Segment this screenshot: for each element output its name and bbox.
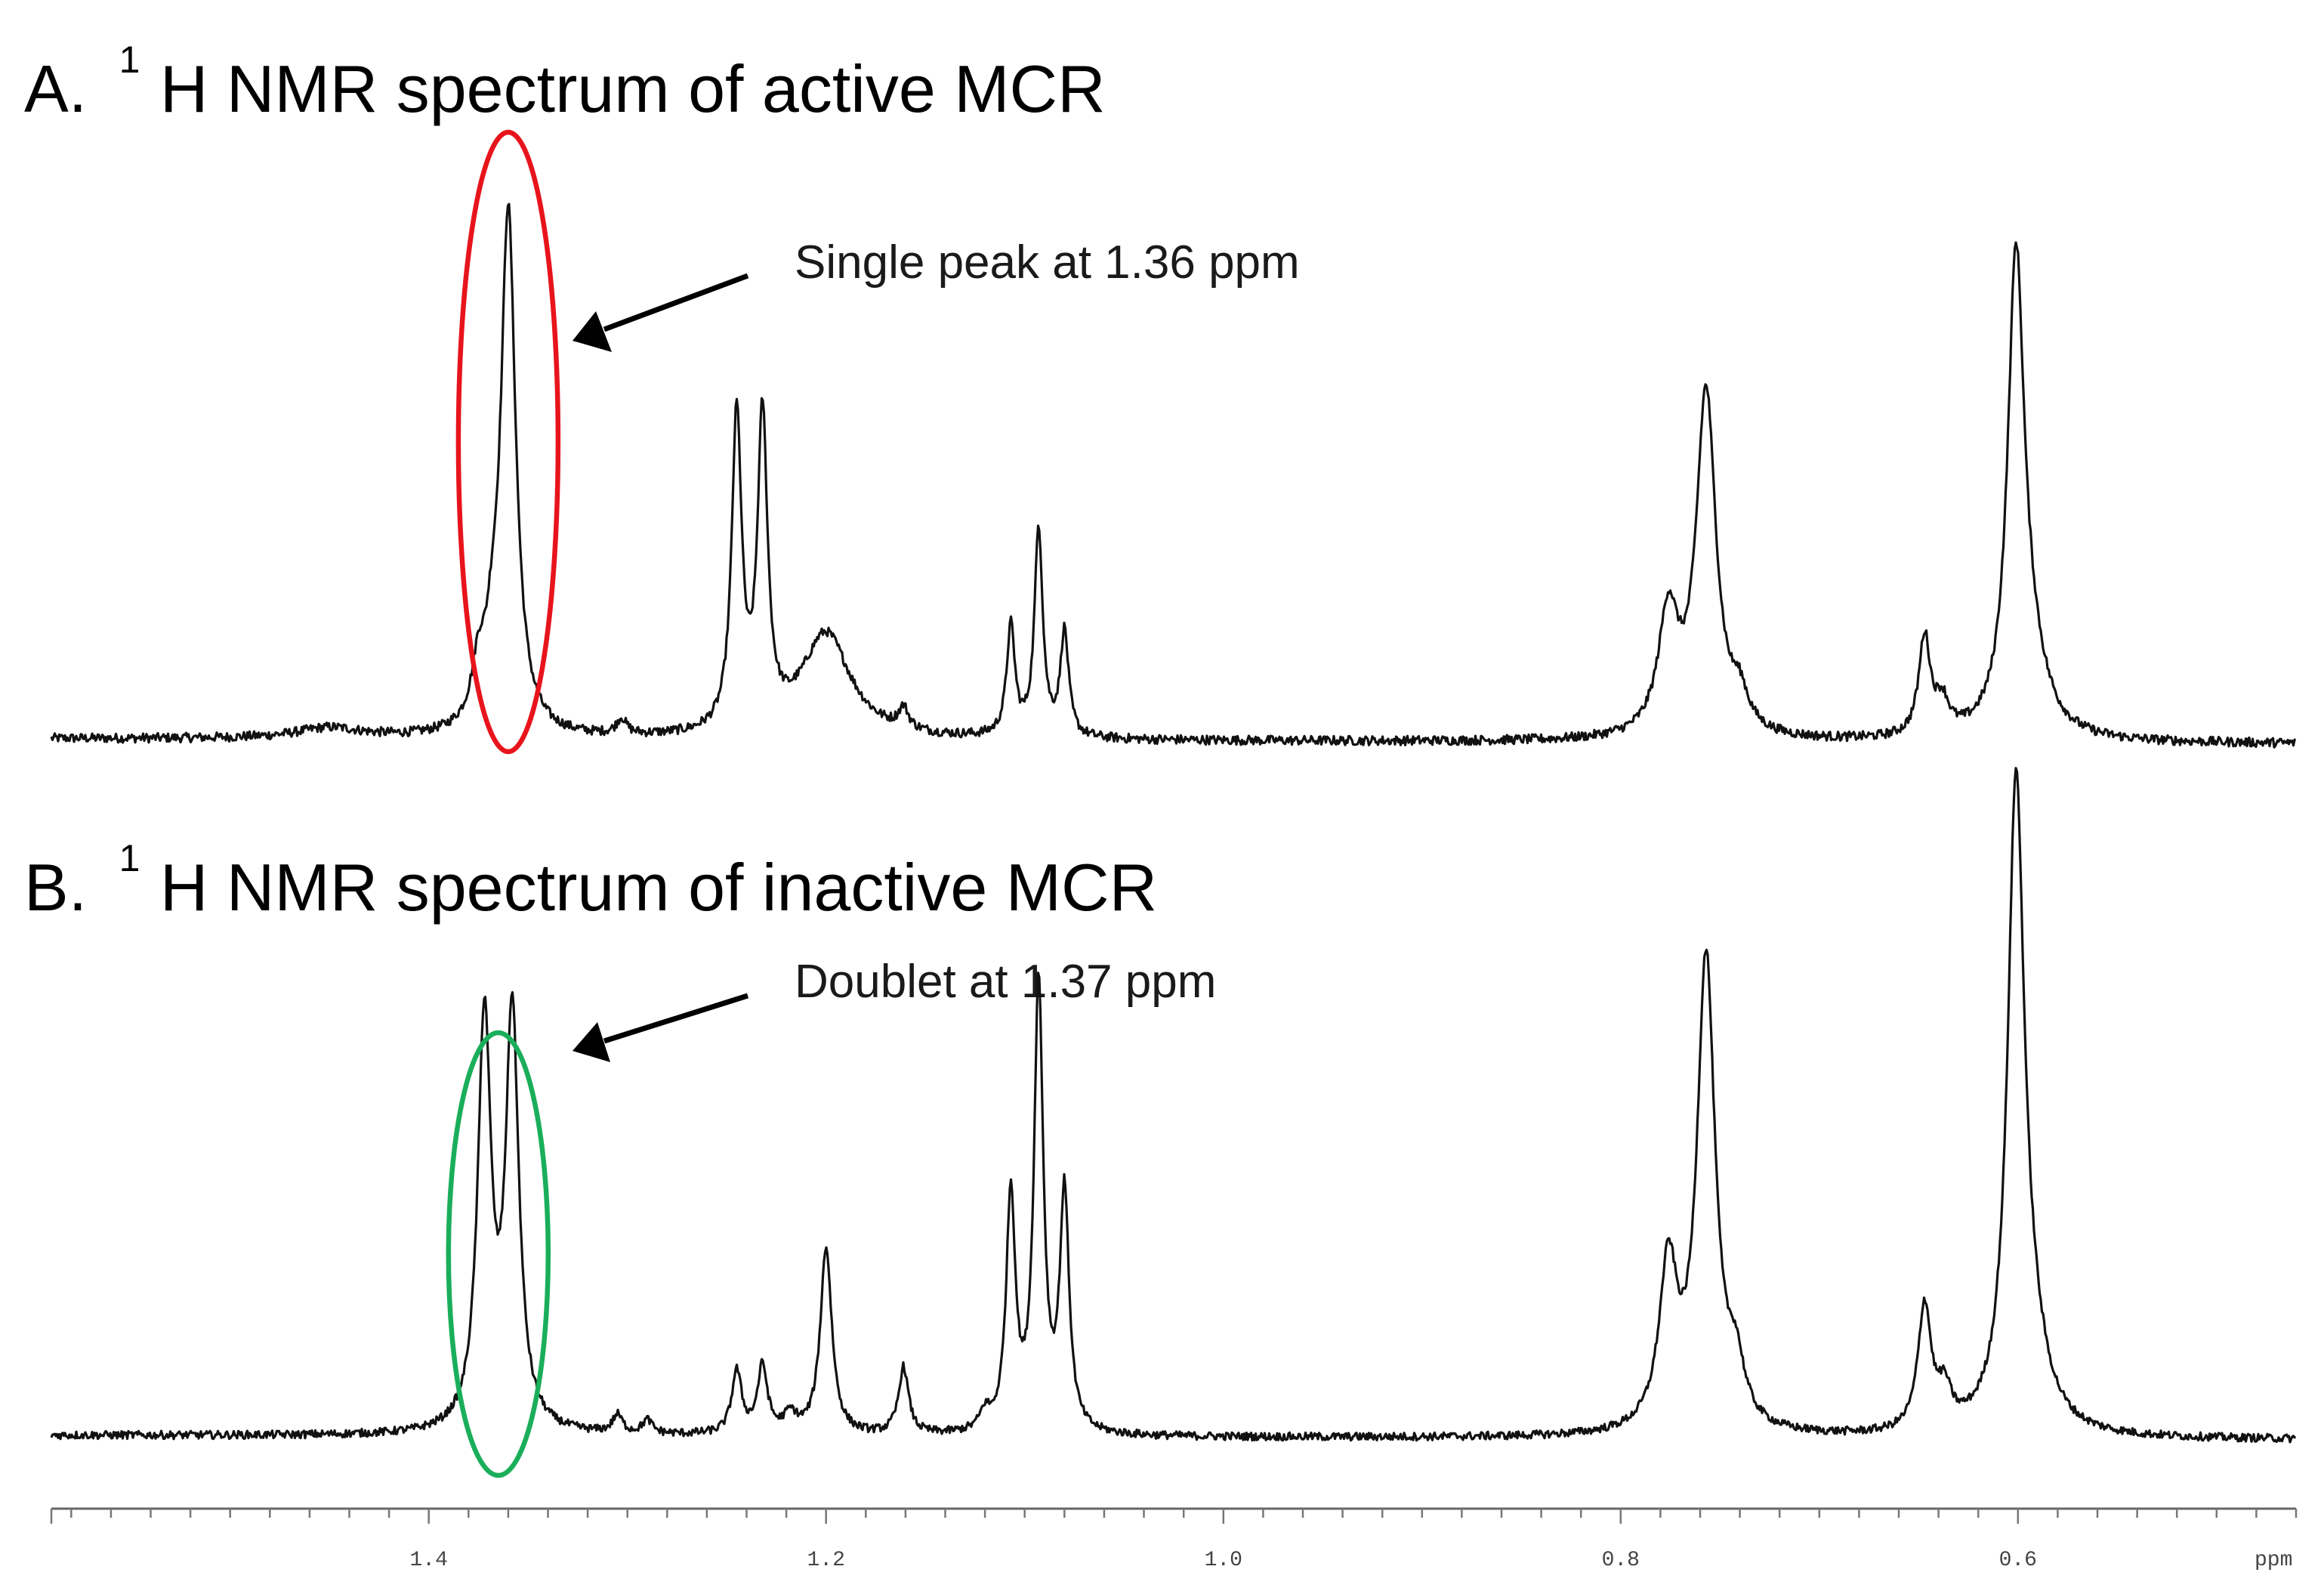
panel-b-title: B. 1 H NMR spectrum of inactive MCR [24,811,1157,925]
panel-a-arrow-head [573,311,612,352]
spectrum-b-line [50,767,2296,1444]
panel-b-arrow [573,993,749,1062]
panel-b-arrow-shaft [603,993,749,1044]
x-tick-label: 0.8 [1602,1549,1640,1572]
panel-b-prefix: B. [24,850,87,925]
panel-a-arrow-shaft [603,273,749,332]
x-axis-ticks: 1.4 1.2 1.0 0.8 0.6 [50,1509,2298,1572]
x-tick-label: 1.2 [807,1549,844,1572]
panel-a-title: A. 1 H NMR spectrum of active MCR [24,12,1106,126]
panel-a-title-text: H NMR spectrum of active MCR [160,51,1106,126]
panel-b-annotation: Doublet at 1.37 ppm [795,956,1216,1008]
x-axis-unit-label: ppm [2255,1549,2292,1572]
spectrum-a-line [50,202,2297,749]
panel-a-highlight-ellipse [455,129,561,755]
panel-a-superscript: 1 [119,39,140,81]
x-axis: 1.4 1.2 1.0 0.8 0.6 ppm [50,1507,2298,1572]
panel-b-title-text: H NMR spectrum of inactive MCR [160,850,1157,925]
panel-a-arrow [573,273,749,352]
x-tick-label: 1.4 [409,1549,447,1572]
panel-a-annotation: Single peak at 1.36 ppm [795,236,1300,289]
panel-b-arrow-head [573,1022,610,1062]
panel-a-prefix: A. [24,51,87,126]
panel-b-superscript: 1 [119,837,140,879]
x-tick-label: 0.6 [1999,1549,2037,1572]
panel-b-highlight-ellipse [446,1030,551,1478]
x-tick-label: 1.0 [1205,1549,1242,1572]
